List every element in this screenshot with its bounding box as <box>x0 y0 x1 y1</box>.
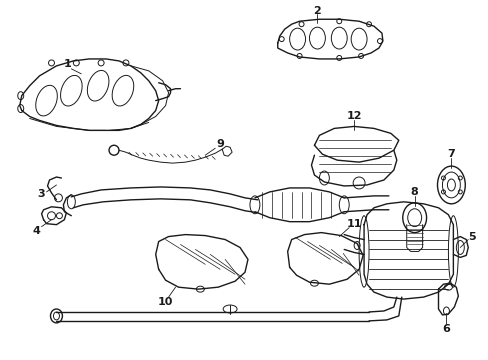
Text: 3: 3 <box>38 189 45 199</box>
Text: 2: 2 <box>313 6 321 16</box>
Text: 6: 6 <box>442 324 449 334</box>
Text: 8: 8 <box>410 187 418 197</box>
Text: 1: 1 <box>63 59 71 69</box>
Text: 4: 4 <box>33 226 41 235</box>
Text: 11: 11 <box>346 219 361 229</box>
Text: 12: 12 <box>346 112 361 121</box>
Text: 7: 7 <box>447 149 454 159</box>
Text: 5: 5 <box>468 231 475 242</box>
Text: 10: 10 <box>158 297 173 307</box>
Text: 9: 9 <box>216 139 224 149</box>
